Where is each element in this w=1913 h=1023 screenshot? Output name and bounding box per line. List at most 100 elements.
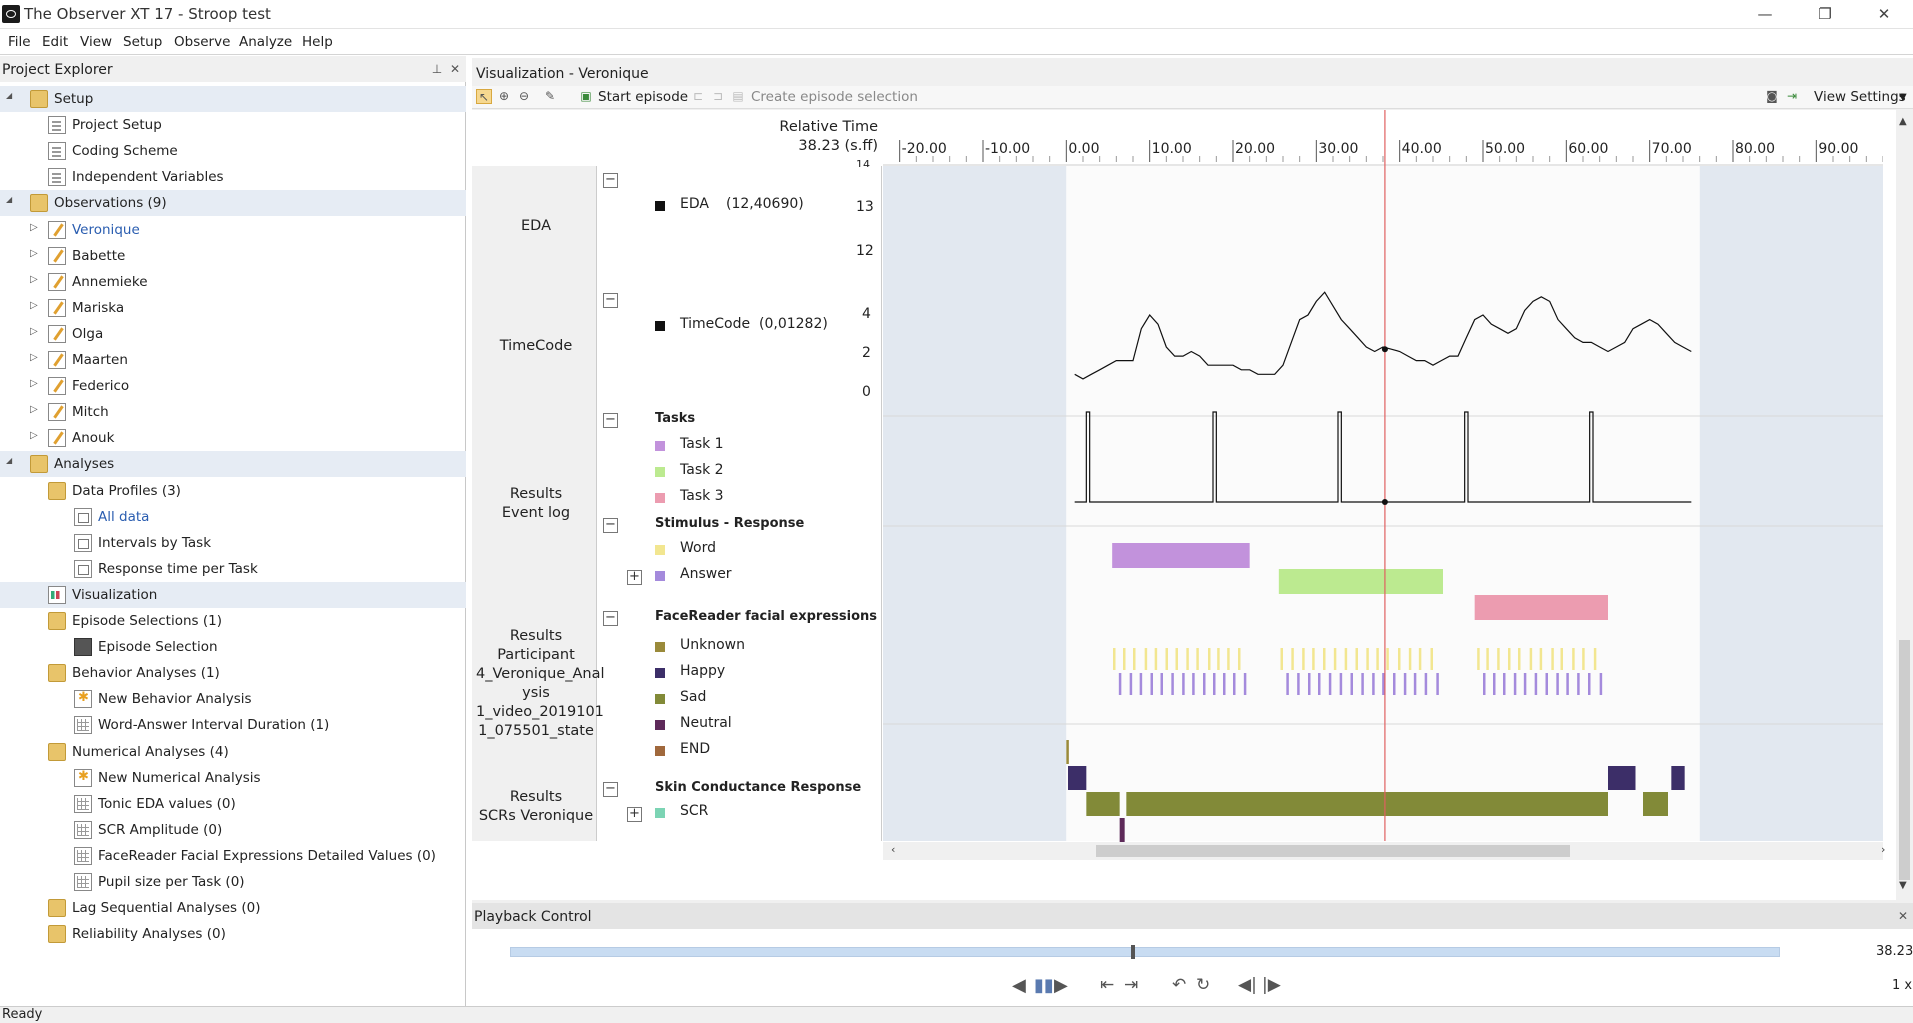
expand-arrow-icon[interactable]: ▷ bbox=[30, 325, 38, 337]
create-selection-icon[interactable]: ▤ bbox=[732, 89, 744, 103]
undo-icon[interactable]: ↶ bbox=[1172, 975, 1187, 995]
pause-icon[interactable]: ▮▮ bbox=[1034, 975, 1054, 996]
tree-item[interactable]: Data Profiles (3) bbox=[0, 478, 466, 504]
close-panel-icon[interactable]: ✕ bbox=[449, 62, 461, 76]
camera-icon[interactable]: ◙ bbox=[1766, 89, 1778, 103]
tree-item[interactable]: ▷ Babette bbox=[0, 243, 466, 269]
expand-scr-button[interactable]: + bbox=[627, 807, 642, 822]
tree-item[interactable]: ◢ Setup bbox=[0, 86, 466, 112]
collapse-scr-button[interactable]: − bbox=[603, 782, 618, 797]
start-episode-icon[interactable]: ▣ bbox=[580, 89, 592, 103]
collapse-eda-button[interactable]: − bbox=[603, 173, 618, 188]
expand-answer-button[interactable]: + bbox=[627, 570, 642, 585]
minimize-button[interactable]: — bbox=[1757, 5, 1773, 23]
tree-item[interactable]: New Numerical Analysis bbox=[0, 765, 466, 791]
tree-item[interactable]: ▷ Anouk bbox=[0, 425, 466, 451]
tree-item[interactable]: Episode Selection bbox=[0, 634, 466, 660]
episode-end-icon[interactable]: ⊐ bbox=[712, 89, 724, 103]
menu-analyze[interactable]: Analyze bbox=[239, 34, 293, 50]
expand-arrow-icon[interactable]: ▷ bbox=[30, 221, 38, 233]
expand-arrow-icon[interactable]: ▷ bbox=[30, 247, 38, 259]
edit-icon[interactable]: ✎ bbox=[544, 89, 556, 103]
episode-start-icon[interactable]: ⊏ bbox=[692, 89, 704, 103]
tree-item[interactable]: Behavior Analyses (1) bbox=[0, 660, 466, 686]
tree-item[interactable]: ▷ Annemieke bbox=[0, 269, 466, 295]
collapse-arrow-icon[interactable]: ◢ bbox=[6, 91, 13, 100]
vertical-scrollbar[interactable]: ▲ ▼ bbox=[1896, 110, 1913, 900]
create-episode-selection-button[interactable]: Create episode selection bbox=[751, 89, 918, 105]
expand-arrow-icon[interactable]: ▷ bbox=[30, 404, 38, 416]
timeline-plot[interactable]: -20.00 -10.00 0.00 10.00 20.00 30.00 40.00 50.0… bbox=[883, 110, 1883, 860]
menu-observe[interactable]: Observe bbox=[174, 34, 231, 50]
collapse-timecode-button[interactable]: − bbox=[603, 293, 618, 308]
tree-item[interactable]: Episode Selections (1) bbox=[0, 608, 466, 634]
tree-item[interactable]: Intervals by Task bbox=[0, 530, 466, 556]
expand-arrow-icon[interactable]: ▷ bbox=[30, 299, 38, 311]
next-frame-icon[interactable]: ▶ bbox=[1054, 975, 1068, 996]
horizontal-scroll-thumb[interactable] bbox=[1096, 845, 1570, 857]
pin-icon[interactable]: ⊥ bbox=[431, 62, 443, 76]
tree-item[interactable]: Independent Variables bbox=[0, 164, 466, 190]
tree-item[interactable]: All data bbox=[0, 504, 466, 530]
tree-item[interactable]: ◢ Analyses bbox=[0, 451, 466, 477]
collapse-arrow-icon[interactable]: ◢ bbox=[6, 195, 13, 205]
scroll-left-icon[interactable]: ‹ bbox=[891, 843, 896, 856]
tree-item[interactable]: Numerical Analyses (4) bbox=[0, 739, 466, 765]
restore-button[interactable]: ❐ bbox=[1818, 5, 1832, 23]
tree-item[interactable]: Tonic EDA values (0) bbox=[0, 791, 466, 817]
zoom-in-icon[interactable]: ⊕ bbox=[498, 89, 510, 103]
collapse-tasks-button[interactable]: − bbox=[603, 413, 618, 428]
chevron-down-icon[interactable]: ▼ bbox=[1899, 92, 1907, 103]
scroll-down-icon[interactable]: ▼ bbox=[1899, 880, 1907, 891]
menu-edit[interactable]: Edit bbox=[42, 34, 69, 50]
tree-item[interactable]: ▷ Federico bbox=[0, 373, 466, 399]
tree-item[interactable]: ▷ Mitch bbox=[0, 399, 466, 425]
tree-item[interactable]: New Behavior Analysis bbox=[0, 686, 466, 712]
scroll-right-icon[interactable]: › bbox=[1881, 843, 1886, 856]
expand-arrow-icon[interactable]: ▷ bbox=[30, 352, 38, 363]
expand-arrow-icon[interactable]: ▷ bbox=[30, 273, 38, 285]
expand-arrow-icon[interactable]: ▷ bbox=[30, 378, 38, 390]
tree-item[interactable]: ▷ Olga bbox=[0, 321, 466, 347]
menu-view[interactable]: View bbox=[80, 34, 113, 50]
collapse-stimulus-button[interactable]: − bbox=[603, 518, 618, 533]
tree-item[interactable]: ▷ Maarten bbox=[0, 347, 466, 373]
tree-item[interactable]: ▷ Mariska bbox=[0, 295, 466, 321]
tree-item[interactable]: Word-Answer Interval Duration (1) bbox=[0, 712, 466, 738]
close-window-button[interactable]: ✕ bbox=[1877, 5, 1891, 23]
collapse-facereader-button[interactable]: − bbox=[603, 611, 618, 626]
menu-file[interactable]: File bbox=[8, 34, 31, 50]
previous-frame-icon[interactable]: ◀ bbox=[1012, 975, 1026, 996]
collapse-arrow-icon[interactable]: ◢ bbox=[6, 456, 13, 466]
playback-slider-thumb[interactable] bbox=[1130, 945, 1135, 959]
rewind-icon[interactable]: ◀| bbox=[1238, 975, 1257, 995]
tree-item[interactable]: Lag Sequential Analyses (0) bbox=[0, 895, 466, 921]
vertical-scroll-thumb[interactable] bbox=[1899, 640, 1910, 880]
jump-to-start-icon[interactable]: ⇤ bbox=[1100, 975, 1115, 995]
close-playback-icon[interactable]: ✕ bbox=[1897, 909, 1909, 923]
menu-setup[interactable]: Setup bbox=[123, 34, 163, 50]
playback-slider[interactable] bbox=[510, 945, 1780, 959]
horizontal-scrollbar[interactable]: ‹ › bbox=[883, 842, 1886, 860]
tree-item[interactable]: SCR Amplitude (0) bbox=[0, 817, 466, 843]
scroll-up-icon[interactable]: ▲ bbox=[1899, 116, 1907, 127]
tree-item[interactable]: Response time per Task bbox=[0, 556, 466, 582]
tree-item[interactable]: Visualization bbox=[0, 582, 466, 608]
start-episode-button[interactable]: Start episode bbox=[598, 89, 689, 105]
tree-item[interactable]: Pupil size per Task (0) bbox=[0, 869, 466, 895]
forward-icon[interactable]: |▶ bbox=[1262, 975, 1281, 995]
tree-item[interactable]: FaceReader Facial Expressions Detailed V… bbox=[0, 843, 466, 869]
view-settings-button[interactable]: View Settings bbox=[1814, 89, 1906, 105]
tree-item[interactable]: ▷ Veronique bbox=[0, 217, 466, 243]
tree-item[interactable]: ◢ Observations (9) bbox=[0, 190, 466, 216]
tree-item[interactable]: Coding Scheme bbox=[0, 138, 466, 164]
redo-icon[interactable]: ↻ bbox=[1196, 975, 1211, 995]
menu-help[interactable]: Help bbox=[302, 34, 333, 50]
tree-item[interactable]: Reliability Analyses (0) bbox=[0, 921, 466, 947]
export-icon[interactable]: ⇥ bbox=[1786, 89, 1798, 103]
expand-arrow-icon[interactable]: ▷ bbox=[30, 430, 38, 442]
tree-item[interactable]: Project Setup bbox=[0, 112, 466, 138]
zoom-out-icon[interactable]: ⊖ bbox=[518, 89, 530, 103]
select-pointer-icon[interactable]: ↖ bbox=[476, 89, 492, 104]
jump-to-end-icon[interactable]: ⇥ bbox=[1124, 975, 1139, 995]
